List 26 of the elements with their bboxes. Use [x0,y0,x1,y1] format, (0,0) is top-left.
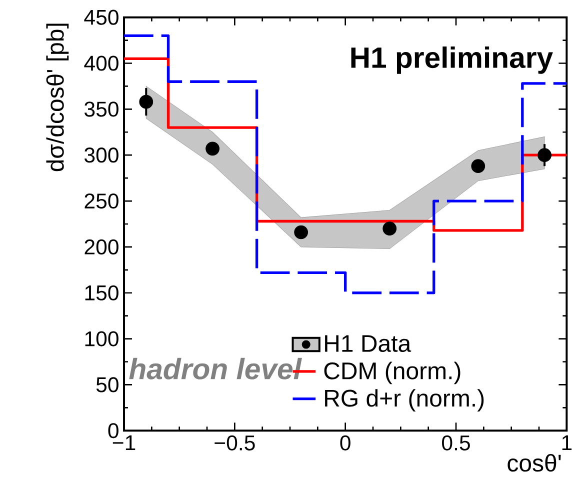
point [471,159,486,174]
y-tick-label: 150 [85,285,118,300]
x-tick-label: 1 [562,435,572,450]
x-tick-label: 0 [340,435,350,450]
y-tick-label: 350 [84,102,118,117]
point [294,225,308,240]
y-axis-title: dσ/dcosθ' [pb] [46,24,69,172]
point [382,222,397,236]
y-tick-label: 300 [84,148,118,163]
x-axis-title: cosθ' [508,454,561,472]
x-tick-label: −0.5 [214,435,255,450]
legend-label: CDM (norm.) [324,362,460,384]
y-tick-label: 100 [85,331,118,346]
point [206,142,220,156]
y-tick-label: 450 [84,10,118,25]
point [538,148,552,162]
y-tick-label: 200 [84,239,118,255]
x-tick-label: 0.5 [442,435,470,450]
y-tick-label: 50 [96,377,118,392]
annotation: H1 preliminary [351,46,553,74]
point [139,94,154,109]
legend-label: RG d+r (norm.) [325,389,484,412]
y-tick-label: 400 [84,56,118,71]
y-tick-label: 250 [84,193,118,209]
annotation: hadron level [129,358,302,380]
legend-label: H1 Data [325,335,412,352]
